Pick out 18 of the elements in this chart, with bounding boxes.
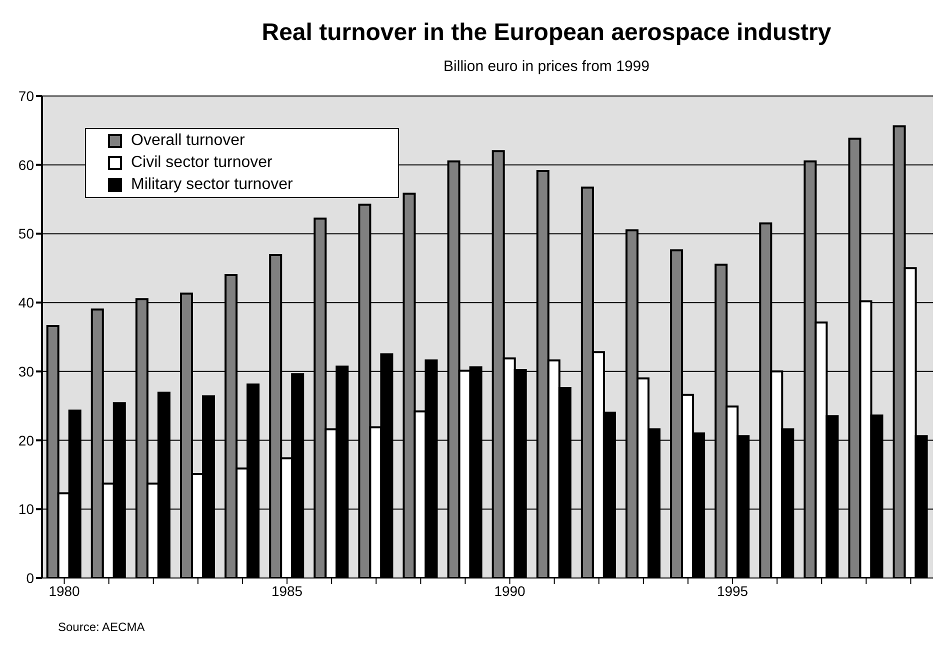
source-note: Source: AECMA <box>58 620 146 634</box>
x-tick-label: 1980 <box>48 582 80 599</box>
y-tick-label: 10 <box>18 501 34 518</box>
y-tick-label: 40 <box>18 294 34 311</box>
x-tick-label: 1985 <box>271 582 303 599</box>
x-tick-label: 1995 <box>716 582 748 599</box>
legend-label: Overall turnover <box>131 131 245 151</box>
y-tick-label: 30 <box>18 363 34 380</box>
y-tick-label: 60 <box>18 156 34 173</box>
chart-title: Real turnover in the European aerospace industry <box>260 18 832 48</box>
y-tick-label: 50 <box>18 226 34 242</box>
y-tick-label: 70 <box>18 88 34 104</box>
x-tick-label: 1990 <box>494 582 526 599</box>
legend-label: Military sector turnover <box>131 175 293 195</box>
legend-label: Civil sector turnover <box>131 153 272 173</box>
y-tick-label: 0 <box>26 570 34 586</box>
chart-subtitle: Billion euro in prices from 1999 <box>442 58 650 77</box>
y-tick-label: 20 <box>18 432 34 448</box>
